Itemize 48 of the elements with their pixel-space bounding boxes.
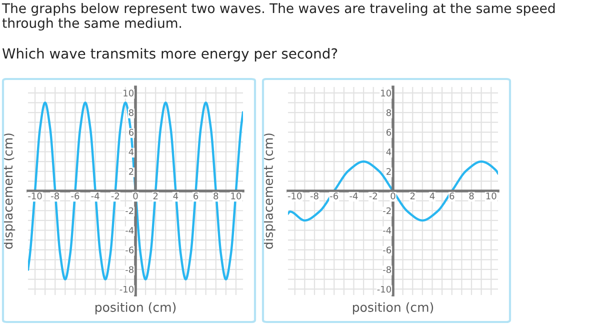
y-tick-label: -4 (126, 227, 134, 234)
y-tick-label: 10 (381, 90, 392, 96)
y-tick-label: 10 (124, 90, 134, 96)
y-tick-label: -6 (383, 246, 392, 254)
x-axis-title: position (cm) (95, 302, 176, 314)
x-tick-label: 10 (486, 192, 496, 200)
x-tick-label: 0 (133, 192, 138, 200)
y-tick-label: 2 (386, 168, 391, 175)
y-tick-label: -2 (126, 207, 134, 214)
x-tick-label: 2 (410, 192, 415, 200)
y-tick-label: 6 (129, 128, 134, 136)
y-tick-label: -10 (120, 286, 134, 293)
y-tick-label: 4 (386, 148, 392, 156)
y-tick-label: -6 (126, 246, 134, 254)
y-axis-title: displacement (cm) (3, 134, 16, 249)
y-tick-label: -2 (383, 207, 391, 214)
x-tick-label: -2 (369, 192, 377, 200)
y-tick-label: -8 (383, 266, 391, 274)
y-tick-label: 2 (129, 168, 134, 175)
x-tick-label: 0 (390, 192, 396, 200)
y-tick-label: -4 (383, 227, 392, 234)
y-tick-label: 8 (386, 109, 391, 116)
y-tick-label: -8 (126, 266, 134, 274)
x-tick-label: -6 (330, 192, 338, 200)
x-tick-label: -10 (288, 192, 302, 200)
x-tick-label: 2 (153, 192, 158, 200)
x-axis-title: position (cm) (352, 302, 434, 314)
x-tick-label: 10 (231, 192, 242, 200)
x-tick-label: -2 (111, 192, 120, 200)
y-tick-label: 8 (128, 109, 134, 116)
x-tick-label: 8 (214, 192, 218, 200)
y-tick-label: -10 (377, 286, 392, 293)
x-tick-label: -4 (91, 192, 100, 200)
x-tick-label: 4 (173, 192, 178, 200)
x-tick-label: 8 (469, 192, 474, 200)
y-axis-title: displacement (cm) (263, 134, 276, 249)
x-tick-label: -8 (310, 192, 318, 200)
x-tick-label: 4 (430, 192, 435, 200)
chart-subtitle: Which wave transmits more energy per second? (2, 48, 338, 62)
x-tick-label: -10 (28, 192, 42, 200)
y-tick-label: 6 (386, 128, 392, 136)
x-tick-label: 6 (194, 192, 198, 200)
x-tick-label: 6 (450, 192, 454, 200)
x-tick-label: -6 (71, 192, 80, 200)
x-tick-label: -4 (350, 192, 358, 200)
text: The graphs below represent two waves. The waves are traveling at the same speed through the same medium. (2, 3, 555, 31)
y-tick-label: 4 (128, 148, 134, 156)
x-tick-label: -8 (51, 192, 60, 200)
